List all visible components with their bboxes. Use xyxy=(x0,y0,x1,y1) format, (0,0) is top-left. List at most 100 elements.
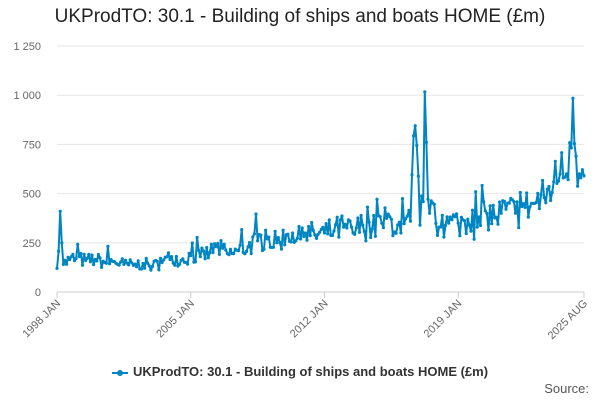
data-point xyxy=(416,174,420,178)
data-point xyxy=(82,252,86,256)
data-point xyxy=(515,200,519,204)
data-point xyxy=(120,257,124,261)
data-point xyxy=(486,228,491,232)
data-point xyxy=(399,231,403,235)
data-point xyxy=(525,191,529,195)
data-point xyxy=(447,221,451,225)
data-point xyxy=(348,219,352,223)
data-point xyxy=(162,258,166,262)
data-point xyxy=(133,262,137,266)
data-point xyxy=(236,249,241,253)
legend[interactable]: UKProdTO: 30.1 - Building of ships and b… xyxy=(0,364,600,379)
data-point xyxy=(450,218,454,222)
data-point xyxy=(65,262,69,266)
data-point xyxy=(418,223,422,227)
data-point xyxy=(445,215,449,219)
chart-title: UKProdTO: 30.1 - Building of ships and b… xyxy=(54,6,546,27)
data-point xyxy=(560,151,564,155)
data-point xyxy=(217,252,221,256)
data-point xyxy=(244,249,249,254)
data-point xyxy=(297,224,301,229)
data-point xyxy=(149,268,153,272)
data-point xyxy=(139,267,143,271)
data-point xyxy=(523,205,527,209)
data-point xyxy=(248,240,252,245)
data-point xyxy=(141,261,145,266)
data-point xyxy=(76,242,80,246)
data-point xyxy=(170,255,174,259)
data-point xyxy=(87,252,91,256)
data-point xyxy=(117,263,121,267)
data-point xyxy=(123,258,128,262)
data-point xyxy=(314,236,319,240)
data-point xyxy=(362,229,366,233)
data-point xyxy=(536,191,540,195)
data-point xyxy=(381,226,385,230)
data-point xyxy=(576,184,580,188)
data-point xyxy=(400,197,405,201)
data-point xyxy=(143,266,147,270)
data-point xyxy=(582,174,586,178)
data-point xyxy=(259,233,263,237)
data-point xyxy=(221,246,225,250)
data-point xyxy=(494,215,498,219)
data-point xyxy=(544,201,548,205)
data-point xyxy=(552,180,556,184)
data-point xyxy=(385,216,389,220)
data-point xyxy=(482,200,486,204)
data-point xyxy=(232,252,236,256)
data-point xyxy=(410,173,414,177)
data-point xyxy=(61,262,65,266)
data-point xyxy=(361,223,365,227)
data-point xyxy=(353,232,357,236)
data-point xyxy=(155,259,159,263)
data-point xyxy=(171,261,175,265)
data-point xyxy=(303,231,307,235)
data-point xyxy=(286,232,290,236)
data-point xyxy=(150,264,155,268)
data-point xyxy=(213,242,217,246)
data-point xyxy=(55,266,59,270)
data-point xyxy=(574,154,578,158)
data-point xyxy=(264,228,268,232)
data-point xyxy=(168,257,172,262)
data-point xyxy=(332,229,336,233)
data-point xyxy=(144,256,148,260)
data-point xyxy=(200,246,204,250)
data-point xyxy=(571,96,575,100)
data-point xyxy=(407,208,411,212)
data-point xyxy=(475,225,479,229)
data-point xyxy=(349,225,354,229)
data-point xyxy=(337,235,341,239)
data-point xyxy=(227,253,231,257)
data-point xyxy=(442,235,446,239)
data-point xyxy=(88,260,92,264)
data-point xyxy=(404,217,408,221)
x-tick-label: 1998 JAN xyxy=(20,298,63,341)
data-point xyxy=(563,175,567,179)
data-point xyxy=(197,248,201,252)
x-tick-label: 2019 JAN xyxy=(422,298,465,341)
data-point xyxy=(458,234,462,238)
data-point xyxy=(553,159,557,163)
data-point xyxy=(74,256,78,261)
data-point xyxy=(549,198,553,203)
data-point xyxy=(224,248,228,252)
data-point xyxy=(521,202,526,206)
data-point xyxy=(68,257,72,262)
data-point xyxy=(383,206,387,210)
data-point xyxy=(267,235,271,239)
data-point xyxy=(305,238,309,242)
data-point xyxy=(520,204,524,209)
data-point xyxy=(208,251,212,255)
data-point xyxy=(84,258,88,263)
data-point xyxy=(397,220,401,224)
data-point xyxy=(439,225,443,229)
data-point xyxy=(195,235,199,240)
data-point xyxy=(367,220,371,224)
data-point xyxy=(189,254,193,258)
data-point xyxy=(534,200,538,205)
data-point xyxy=(434,221,438,225)
x-tick-label: 2005 JAN xyxy=(154,298,197,341)
data-point xyxy=(281,228,285,232)
